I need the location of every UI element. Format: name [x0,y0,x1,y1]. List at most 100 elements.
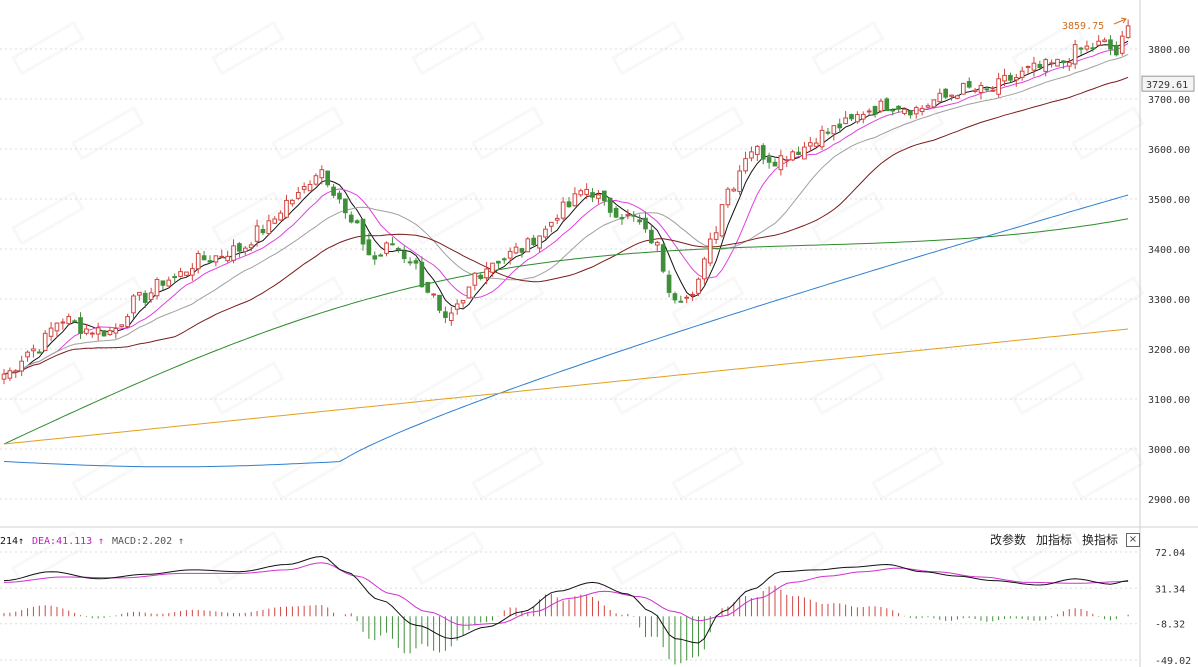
candle-body [737,170,743,193]
candle [855,111,860,124]
candle [366,233,372,256]
candle [443,306,448,324]
candle [431,293,436,298]
candle-body [1055,58,1060,67]
candle [231,239,236,264]
candle [660,243,666,274]
price-tick-label: 3800.00 [1148,45,1190,56]
candle-body [42,332,48,351]
watermark-shape [1010,360,1085,416]
candle-body [419,261,425,288]
candle [460,300,466,308]
watermark-logo [810,530,885,586]
watermark-shape [610,20,685,76]
price-axis: 3800.00 3700.00 3600.00 3500.00 3400.00 3300.… [1062,17,1195,506]
candle [737,165,743,195]
candle-body [101,330,107,337]
candle [619,214,625,225]
watermark-logo [1010,530,1085,586]
watermark-shape [670,105,745,161]
add-indicator-button[interactable]: 加指标 [1036,533,1073,547]
watermark-shape [1010,20,1085,76]
watermark-logo [810,20,885,76]
candle [525,237,531,253]
candle [1043,57,1049,77]
candle [95,322,101,341]
candle [372,251,378,265]
candle [184,271,189,277]
candle-body [7,370,13,379]
dea-line [3,562,1129,626]
candle-body [160,280,166,286]
candle [984,88,990,93]
candle [78,312,83,339]
macd-tick-label: -49.02 [1155,656,1191,667]
candle [36,349,42,354]
candle-body [607,197,613,213]
candle-body [272,218,278,224]
candle [54,322,60,338]
candle-body [331,186,336,196]
candle [696,277,701,297]
candle [955,94,960,100]
dif-line [3,555,1129,644]
watermark-logo [210,530,285,586]
ma5-line [3,40,1129,375]
watermark-shape [210,20,285,76]
candle-body [266,220,272,235]
candle-body [478,274,484,279]
candle-body [849,114,854,120]
candle [796,146,801,156]
candle [607,197,613,218]
macd-tick-label: 72.04 [1155,548,1185,559]
candle [513,242,519,255]
candle [60,318,66,330]
watermark-logo [410,190,485,246]
candle [702,256,707,285]
candle [684,294,690,304]
candle-body [301,185,307,190]
switch-indicator-button[interactable]: 换指标 [1082,533,1119,547]
candle [1025,65,1031,75]
candle-body [325,170,331,186]
candle [284,194,289,219]
macd-tick-label: 31.34 [1155,584,1185,595]
candle [890,108,896,116]
watermark-shape [70,105,145,161]
candle-body [684,296,690,299]
watermark-logo [610,360,685,416]
candle-body [413,260,419,264]
candle-body [719,204,725,237]
candle-body [731,188,737,192]
watermark-logo [210,20,285,76]
macd-axis: 72.04 31.34 -8.32 -49.02 [1155,548,1191,667]
candle-body [601,190,607,202]
candle [201,250,207,261]
candle-body [949,94,954,97]
candle-body [643,217,648,230]
candle-body [490,262,495,273]
price-tick-label: 3100.00 [1148,395,1190,406]
watermark-logo [270,275,345,331]
candle-body [843,117,848,125]
candle [25,350,30,362]
candle-body [337,192,342,200]
watermark-shape [410,20,485,76]
candle [637,214,642,225]
candle [990,86,996,92]
candle-body [184,271,189,276]
candle-body [507,250,513,259]
candle [501,257,507,264]
candle [166,276,172,287]
price-tick-label: 3700.00 [1148,95,1190,106]
close-indicator-button[interactable]: × [1126,533,1140,547]
candle-body [813,142,819,147]
watermark-shape [1010,190,1085,246]
ma250-line [3,328,1129,445]
candle [343,198,348,219]
watermark-shape [610,360,685,416]
change-params-button[interactable]: 改参数 [990,533,1027,547]
candle-body [472,272,478,286]
ma30-line [3,76,1129,375]
candle-body [142,292,148,303]
